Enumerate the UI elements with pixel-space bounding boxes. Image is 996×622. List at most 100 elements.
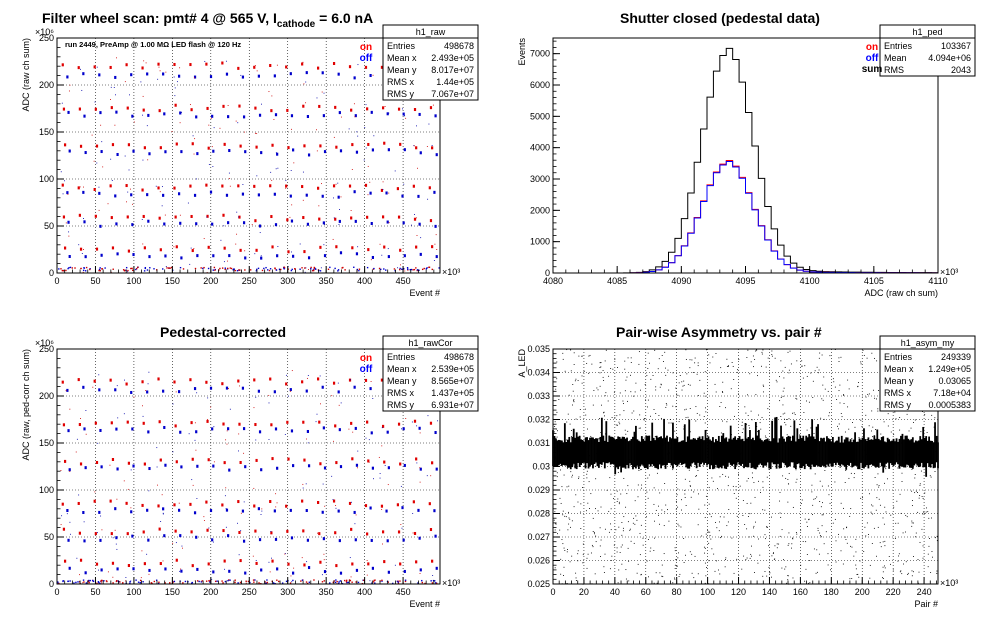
- point-sparse: [381, 427, 383, 429]
- outlier-point: [788, 472, 790, 474]
- outlier-point: [910, 464, 912, 466]
- point-sparse: [285, 187, 287, 189]
- outlier-point: [640, 574, 642, 576]
- point-baseline: [336, 580, 338, 583]
- outlier-point: [684, 444, 686, 446]
- outlier-point: [850, 545, 851, 547]
- outlier-point: [695, 406, 697, 408]
- point-on: [142, 214, 145, 218]
- point-on: [381, 424, 385, 428]
- outlier-point: [690, 460, 692, 462]
- point-sparse: [340, 116, 342, 118]
- point-sparse: [194, 439, 196, 441]
- outlier-point: [866, 439, 868, 441]
- point-off: [147, 219, 150, 223]
- outlier-point: [736, 371, 738, 373]
- point-sparse: [351, 169, 353, 170]
- outlier-point: [898, 555, 900, 557]
- outlier-point: [570, 349, 572, 351]
- outlier-point: [802, 377, 804, 379]
- point-on: [380, 65, 384, 69]
- stats-name: h1_rawCor: [408, 338, 452, 348]
- outlier-point: [709, 362, 711, 364]
- outlier-point: [712, 441, 714, 443]
- y-tick-label: 0: [49, 579, 54, 589]
- outlier-point: [745, 412, 747, 414]
- point-sparse: [369, 181, 371, 183]
- outlier-point: [806, 526, 808, 527]
- outlier-point: [750, 555, 752, 557]
- outlier-point: [784, 568, 786, 570]
- outlier-point: [746, 502, 748, 504]
- point-baseline: [358, 269, 360, 272]
- outlier-point: [878, 498, 880, 500]
- point-sparse: [437, 420, 439, 422]
- point-off: [260, 568, 263, 572]
- point-on: [413, 217, 417, 221]
- point-on: [366, 420, 369, 424]
- point-on: [348, 501, 352, 505]
- point-on: [285, 65, 288, 69]
- point-sparse: [388, 192, 390, 194]
- point-baseline: [103, 580, 105, 582]
- point-off: [83, 539, 86, 543]
- point-off: [244, 150, 247, 154]
- point-off: [355, 252, 359, 256]
- outlier-point: [855, 538, 857, 540]
- point-sparse: [352, 431, 354, 433]
- point-off: [98, 510, 101, 514]
- point-baseline: [351, 581, 353, 583]
- point-off: [116, 567, 119, 571]
- stats-label: RMS y: [884, 400, 912, 410]
- point-baseline: [254, 579, 256, 581]
- point-sparse: [276, 64, 278, 66]
- outlier-point: [583, 465, 585, 467]
- point-off: [177, 192, 181, 196]
- outlier-point: [747, 516, 749, 517]
- outlier-point: [855, 564, 857, 566]
- point-sparse: [363, 159, 365, 161]
- point-sparse: [368, 439, 370, 441]
- outlier-point: [573, 352, 575, 354]
- point-sparse: [403, 183, 405, 185]
- outlier-point: [751, 472, 753, 474]
- point-on: [126, 420, 129, 424]
- point-baseline: [256, 268, 258, 271]
- point-sparse: [208, 527, 210, 529]
- point-sparse: [124, 81, 126, 83]
- point-baseline: [385, 269, 387, 271]
- outlier-point: [694, 357, 696, 359]
- outlier-point: [922, 557, 924, 559]
- point-on: [270, 531, 273, 535]
- outlier-point: [665, 403, 667, 404]
- outlier-point: [925, 460, 926, 462]
- hist-on: [553, 160, 938, 274]
- outlier-point: [555, 457, 556, 459]
- point-sparse: [206, 216, 208, 218]
- point-sparse: [333, 217, 335, 219]
- x-exponent: ×10³: [940, 578, 958, 588]
- point-on: [429, 219, 433, 223]
- point-sparse: [156, 447, 158, 449]
- outlier-point: [684, 429, 685, 431]
- outlier-point: [600, 432, 602, 433]
- outlier-point: [874, 397, 876, 399]
- point-on: [79, 144, 83, 148]
- point-off: [227, 221, 230, 225]
- outlier-point: [554, 431, 556, 433]
- outlier-point: [909, 450, 911, 452]
- outlier-point: [640, 468, 642, 470]
- pad-ped: Shutter closed (pedestal data) 4080 4085 4…: [498, 0, 996, 311]
- outlier-point: [787, 575, 789, 577]
- outlier-point: [813, 548, 815, 550]
- outlier-point: [738, 359, 740, 360]
- point-off: [164, 463, 167, 467]
- outlier-point: [865, 535, 867, 537]
- outlier-point: [627, 485, 629, 487]
- outlier-point: [846, 542, 848, 544]
- outlier-point: [689, 359, 691, 361]
- point-off: [273, 192, 276, 196]
- point-sparse: [82, 186, 84, 188]
- outlier-point: [827, 553, 829, 555]
- outlier-point: [675, 387, 677, 389]
